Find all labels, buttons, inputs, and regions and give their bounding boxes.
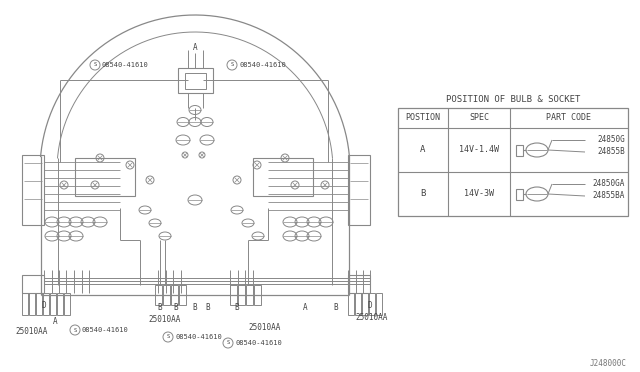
Text: 08540-41610: 08540-41610 [235,340,282,346]
Text: 24855BA: 24855BA [593,192,625,201]
Bar [254,285,261,305]
Bar [43,293,49,315]
Text: 08540-41610: 08540-41610 [175,334,221,340]
Bar [516,144,523,155]
Bar [185,73,206,89]
Bar [29,293,35,315]
Bar [178,68,213,93]
Bar [171,285,178,305]
Bar [64,293,70,315]
Text: 24855B: 24855B [597,148,625,157]
Text: 25010AA: 25010AA [148,315,180,324]
Bar [398,108,628,216]
Text: S: S [230,62,234,67]
Text: SPEC: SPEC [469,113,489,122]
Bar [246,285,253,305]
Text: B: B [420,189,426,199]
Text: 24850G: 24850G [597,135,625,144]
Text: D: D [42,301,46,310]
Text: 24850GA: 24850GA [593,180,625,189]
Bar [22,155,44,225]
Bar [348,275,370,293]
Text: A: A [193,44,197,52]
Bar [253,158,313,196]
Text: B: B [333,302,339,311]
Bar [516,189,523,199]
Text: S: S [227,340,230,346]
Bar [155,285,162,305]
Bar [369,293,375,315]
Text: 14V-3W: 14V-3W [464,189,494,199]
Bar [57,293,63,315]
Text: S: S [93,62,97,67]
Text: 25010AA: 25010AA [248,324,280,333]
Text: PART CODE: PART CODE [547,113,591,122]
Text: A: A [52,317,58,327]
Bar [355,293,361,315]
Text: A: A [420,145,426,154]
Bar [348,155,370,225]
Bar [36,293,42,315]
Text: B: B [205,302,211,311]
Text: 25010AA: 25010AA [355,314,387,323]
Text: A: A [303,302,307,311]
Bar [230,285,237,305]
Bar [22,293,28,315]
Bar [22,275,44,293]
Bar [238,285,245,305]
Bar [376,293,382,315]
Text: B: B [235,302,239,311]
Text: S: S [166,334,170,340]
Text: J248000C: J248000C [590,359,627,368]
Bar [50,293,56,315]
Bar [179,285,186,305]
Text: 08540-41610: 08540-41610 [82,327,129,333]
Text: S: S [74,327,77,333]
Text: B: B [193,302,197,311]
Text: B: B [173,302,179,311]
Text: POSTION: POSTION [406,113,440,122]
Text: 08540-41610: 08540-41610 [102,62,148,68]
Bar [75,158,135,196]
Bar [348,293,354,315]
Bar [362,293,368,315]
Text: B: B [157,302,163,311]
Text: 25010AA: 25010AA [15,327,47,337]
Text: 08540-41610: 08540-41610 [239,62,285,68]
Bar [163,285,170,305]
Text: D: D [368,301,372,310]
Text: 14V-1.4W: 14V-1.4W [459,145,499,154]
Text: POSITION OF BULB & SOCKET: POSITION OF BULB & SOCKET [446,94,580,103]
